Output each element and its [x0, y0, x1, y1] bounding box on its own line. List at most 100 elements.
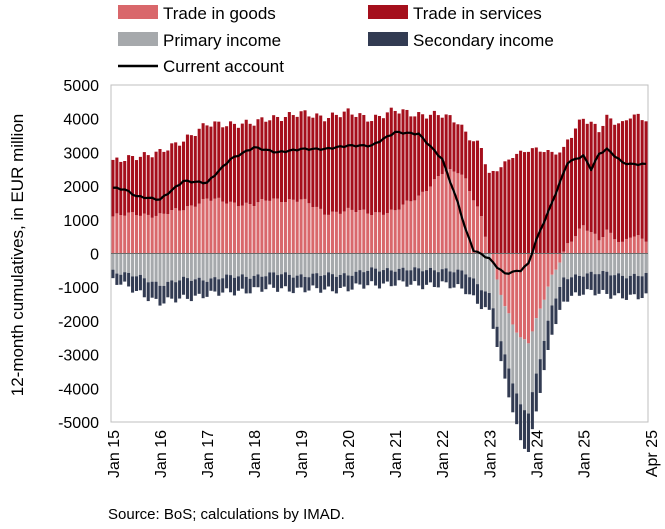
- bar-primary-income-52: [315, 253, 319, 274]
- bar-trade-in-goods-25: [209, 200, 213, 254]
- bar-trade-in-goods-71: [389, 209, 393, 254]
- bar-primary-income-3: [123, 253, 127, 273]
- bar-trade-in-services-91: [468, 140, 472, 192]
- bar-trade-in-goods-50: [307, 203, 311, 254]
- bar-primary-income-27: [217, 253, 221, 280]
- bar-trade-in-goods-8: [142, 213, 146, 254]
- bar-trade-in-goods-49: [303, 198, 307, 254]
- bar-secondary-income-53: [319, 275, 323, 293]
- bar-trade-in-services-114: [558, 152, 562, 254]
- bar-secondary-income-80: [425, 270, 429, 285]
- bar-secondary-income-31: [232, 277, 236, 296]
- bar-primary-income-62: [354, 253, 358, 272]
- bar-trade-in-services-64: [362, 114, 366, 210]
- bar-trade-in-services-67: [374, 114, 378, 213]
- bar-trade-in-goods-11: [154, 215, 158, 254]
- bar-secondary-income-95: [483, 291, 487, 308]
- bar-secondary-income-56: [330, 274, 334, 292]
- bar-primary-income-30: [229, 253, 233, 276]
- bar-trade-in-services-104: [519, 150, 523, 254]
- bar-trade-in-goods-78: [417, 195, 421, 254]
- bar-secondary-income-9: [146, 282, 150, 302]
- bar-trade-in-goods-29: [225, 203, 229, 254]
- y-tick-label: -2000: [58, 314, 99, 331]
- bar-primary-income-10: [150, 253, 154, 282]
- bar-secondary-income-69: [381, 270, 385, 284]
- bar-trade-in-services-106: [526, 151, 530, 254]
- x-tick-label: Jan 25: [576, 430, 593, 478]
- bar-trade-in-goods-56: [330, 211, 334, 254]
- bar-trade-in-goods-28: [221, 201, 225, 254]
- bar-secondary-income-101: [507, 368, 511, 398]
- bar-trade-in-services-125: [601, 125, 605, 238]
- bar-trade-in-services-130: [620, 121, 625, 242]
- bar-trade-in-goods-110: [542, 253, 546, 300]
- bar-trade-in-services-1: [115, 157, 119, 214]
- bar-secondary-income-42: [276, 275, 280, 292]
- bar-trade-in-goods-93: [475, 206, 480, 254]
- bar-trade-in-services-117: [570, 137, 574, 242]
- bar-trade-in-services-65: [366, 121, 370, 214]
- bar-trade-in-goods-106: [526, 253, 530, 344]
- bar-trade-in-services-9: [146, 155, 150, 215]
- legend-label-current-account: Current account: [163, 57, 284, 76]
- bar-primary-income-129: [617, 253, 621, 274]
- bar-primary-income-31: [232, 253, 236, 278]
- bar-trade-in-goods-115: [562, 251, 566, 254]
- bar-primary-income-55: [327, 253, 331, 273]
- bar-trade-in-goods-14: [166, 214, 170, 254]
- bar-trade-in-services-76: [409, 116, 413, 202]
- bar-trade-in-goods-42: [276, 198, 280, 254]
- bar-trade-in-goods-4: [127, 212, 131, 254]
- bar-secondary-income-18: [181, 276, 186, 295]
- bar-trade-in-services-0: [111, 159, 115, 217]
- bar-secondary-income-123: [593, 274, 597, 296]
- bar-primary-income-61: [350, 253, 354, 276]
- bar-trade-in-goods-9: [146, 214, 150, 254]
- bar-secondary-income-5: [131, 276, 135, 293]
- bar-secondary-income-109: [538, 359, 542, 393]
- bar-primary-income-38: [260, 253, 264, 277]
- bar-secondary-income-136: [644, 272, 648, 294]
- bar-trade-in-services-18: [181, 141, 186, 211]
- bar-primary-income-111: [546, 286, 550, 321]
- bar-primary-income-100: [503, 306, 507, 355]
- bar-trade-in-goods-107: [530, 253, 534, 332]
- bar-primary-income-78: [417, 253, 421, 269]
- bar-primary-income-101: [507, 313, 511, 369]
- bar-trade-in-services-62: [354, 116, 358, 213]
- bar-primary-income-28: [221, 253, 225, 279]
- y-tick-label: 1000: [63, 213, 99, 230]
- legend-entry-secondary-income: Secondary income: [368, 31, 554, 50]
- bar-secondary-income-66: [370, 267, 374, 282]
- bar-trade-in-services-31: [232, 123, 236, 203]
- bar-trade-in-goods-47: [295, 201, 299, 254]
- bar-primary-income-23: [201, 253, 205, 281]
- bar-trade-in-goods-127: [609, 232, 613, 254]
- bar-secondary-income-36: [252, 275, 256, 288]
- legend-swatch-trade-in-goods: [118, 5, 158, 19]
- bar-trade-in-services-19: [185, 134, 189, 207]
- bar-primary-income-94: [479, 253, 483, 291]
- bar-primary-income-47: [295, 253, 299, 276]
- bar-primary-income-48: [299, 253, 303, 275]
- bar-trade-in-goods-45: [287, 199, 291, 254]
- bar-trade-in-services-37: [256, 119, 260, 203]
- bar-primary-income-22: [197, 253, 201, 278]
- bar-trade-in-services-99: [499, 167, 503, 254]
- bar-primary-income-77: [413, 253, 417, 268]
- bar-primary-income-126: [605, 253, 609, 272]
- bar-primary-income-122: [589, 253, 593, 272]
- bar-secondary-income-8: [142, 278, 146, 298]
- bar-trade-in-services-82: [432, 110, 436, 180]
- bar-secondary-income-50: [307, 277, 311, 291]
- bar-primary-income-84: [440, 253, 444, 270]
- bar-trade-in-goods-100: [503, 253, 507, 307]
- bar-trade-in-goods-23: [201, 198, 205, 254]
- bar-trade-in-goods-123: [593, 233, 597, 254]
- bar-primary-income-67: [374, 253, 378, 269]
- bar-secondary-income-15: [170, 280, 174, 299]
- bar-primary-income-56: [330, 253, 334, 275]
- bar-trade-in-services-96: [487, 172, 491, 254]
- bar-primary-income-54: [323, 253, 327, 276]
